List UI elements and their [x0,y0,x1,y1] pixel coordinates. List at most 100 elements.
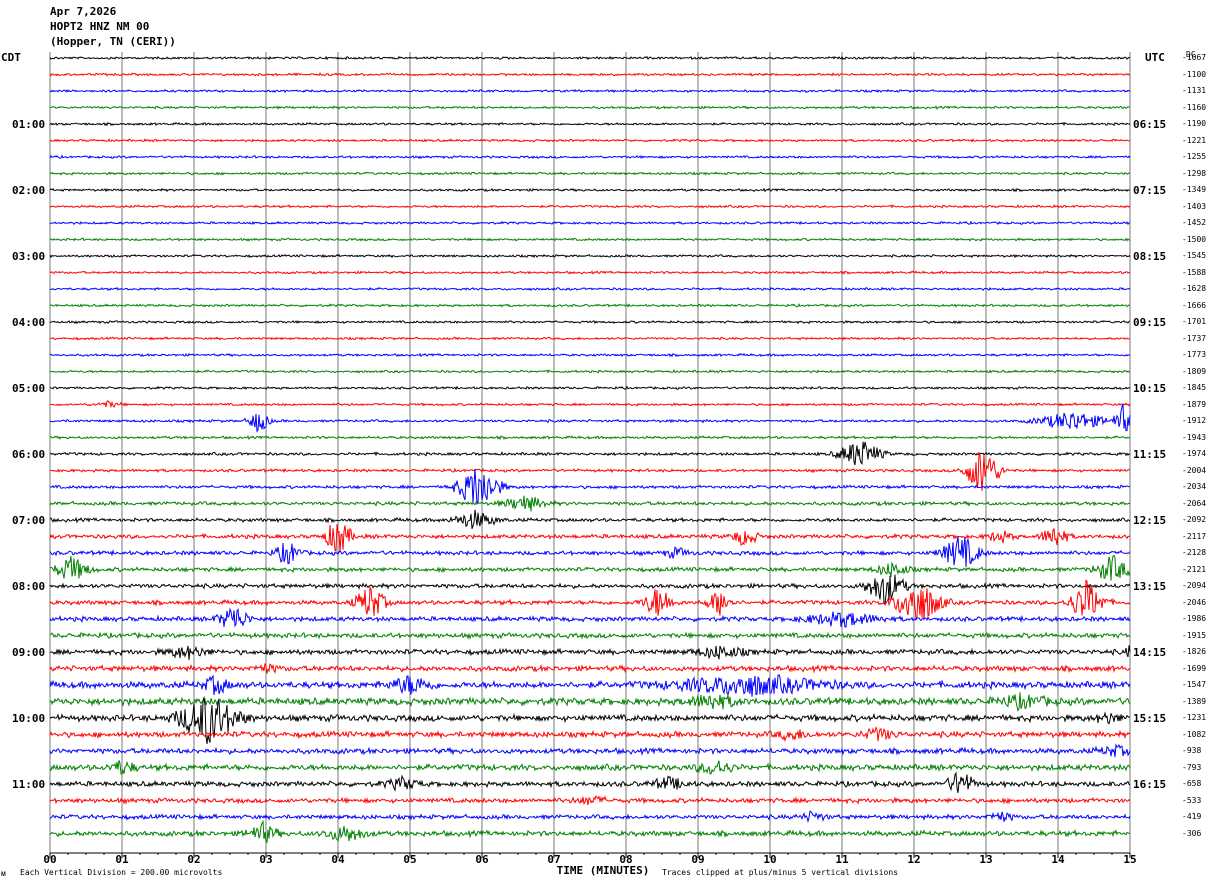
seismic-trace [49,121,1131,127]
x-tick-label: 07 [547,853,560,866]
header-station: HOPT2 HNZ NM 00 [50,20,150,33]
cdt-time-label: 05:00 [12,382,46,395]
header-date: Apr 7,2026 [50,5,117,18]
x-tick-label: 10 [763,853,776,866]
dc-offset-label: -1737 [1182,333,1207,343]
seismic-trace [49,319,1131,325]
seismic-trace [49,441,1131,466]
seismic-trace [49,237,1131,242]
cdt-time-label: 11:00 [12,778,46,791]
seismic-trace [49,579,1131,621]
seismic-trace [49,795,1131,806]
seismic-trace [49,810,1131,824]
dc-offset-label: -1131 [1182,86,1207,95]
dc-offset-label: -2117 [1182,531,1207,541]
utc-time-label: 14:15 [1133,646,1167,659]
cdt-time-label: 09:00 [12,646,46,659]
dc-offset-label: -1986 [1182,614,1207,623]
seismic-trace [49,88,1131,94]
seismic-trace [49,468,1131,506]
dc-offset-label: -1298 [1182,168,1207,178]
dc-offset-label: -1699 [1182,663,1207,673]
dc-offset-label: -2092 [1182,515,1207,524]
seismic-trace [49,536,1131,568]
utc-time-label: 16:15 [1133,778,1167,791]
dc-offset-label: -1221 [1182,135,1207,145]
cdt-time-label: 10:00 [12,712,46,725]
seismic-trace [49,403,1131,433]
dc-offset-label: -1879 [1182,399,1207,409]
dc-offset-label: -1845 [1182,383,1207,392]
trace-group [49,55,1131,844]
dc-offset-label: -2128 [1182,548,1207,557]
dc-offset-label: -419 [1182,812,1202,821]
x-tick-label: 02 [187,853,200,866]
utc-time-label: 07:15 [1133,184,1167,197]
cdt-time-label: 03:00 [12,250,46,263]
dc-offset-label: -1588 [1182,267,1207,277]
seismic-trace [49,336,1131,341]
seismic-trace [49,385,1131,391]
dc-offset-label: -1190 [1182,119,1207,128]
seismic-trace [49,154,1131,160]
seismic-trace [49,673,1131,697]
dc-offset-label: -1452 [1182,218,1207,227]
seismic-trace [49,726,1131,743]
header-location: (Hopper, TN (CERI)) [50,35,176,48]
utc-time-label: 09:15 [1133,316,1167,329]
seismic-trace [49,663,1131,674]
x-tick-label: 01 [115,853,129,866]
dc-offset-label: -1389 [1182,696,1207,706]
seismic-trace [49,631,1131,640]
cdt-time-label: 01:00 [12,118,46,131]
cdt-time-label: 07:00 [12,514,46,527]
dc-offset-label: -2094 [1182,581,1207,590]
dc-offset-label: -2004 [1182,465,1207,475]
seismic-trace [49,253,1131,259]
seismic-trace [49,435,1131,441]
dc-offset-label: -1628 [1182,284,1207,293]
dc-offset-label: -1545 [1182,251,1207,260]
x-tick-label: 14 [1051,853,1065,866]
cdt-timezone-label: CDT [1,51,21,64]
dc-offset-label: -1500 [1182,234,1207,244]
dc-offset-label: -1912 [1182,416,1207,425]
x-tick-label: 15 [1123,853,1136,866]
x-tick-label: 11 [835,853,849,866]
dc-offset-label: -1974 [1182,449,1207,458]
dc-offset-label: -1773 [1182,350,1207,359]
x-tick-label: 03 [259,853,272,866]
utc-time-label: 08:15 [1133,250,1167,263]
seismic-trace [49,105,1131,110]
x-tick-label: 12 [907,853,920,866]
dc-offset-label: -1100 [1182,69,1207,79]
seismic-trace [49,55,1131,61]
dc-offset-label: -2034 [1182,482,1207,491]
seismic-trace [49,524,1131,553]
utc-time-label: 06:15 [1133,118,1167,131]
dc-label: DC [1186,50,1196,59]
seismic-trace [49,72,1131,77]
seismic-trace [50,171,1131,176]
utc-time-label: 15:15 [1133,712,1167,725]
x-tick-label: 06 [475,853,489,866]
x-tick-label: 13 [979,853,992,866]
seismic-trace [49,138,1131,143]
seismic-trace [49,554,1131,581]
dc-offset-label: -1349 [1182,185,1207,194]
dc-offset-label: -1547 [1182,680,1207,689]
dc-offset-label: -306 [1182,828,1202,838]
dc-offset-label: -1255 [1182,152,1207,161]
cdt-time-label: 08:00 [12,580,46,593]
dc-offset-label: -2121 [1182,564,1207,574]
dc-offset-label: -1082 [1182,729,1207,739]
seismic-trace [49,286,1131,292]
dc-offset-label: -2046 [1182,597,1207,607]
cdt-time-label: 02:00 [12,184,46,197]
seismic-trace [49,743,1131,758]
dc-offset-label: -1701 [1182,317,1207,326]
utc-time-label: 11:15 [1133,448,1167,461]
seismic-trace [49,495,1131,512]
dc-offset-label: -1666 [1182,300,1207,310]
